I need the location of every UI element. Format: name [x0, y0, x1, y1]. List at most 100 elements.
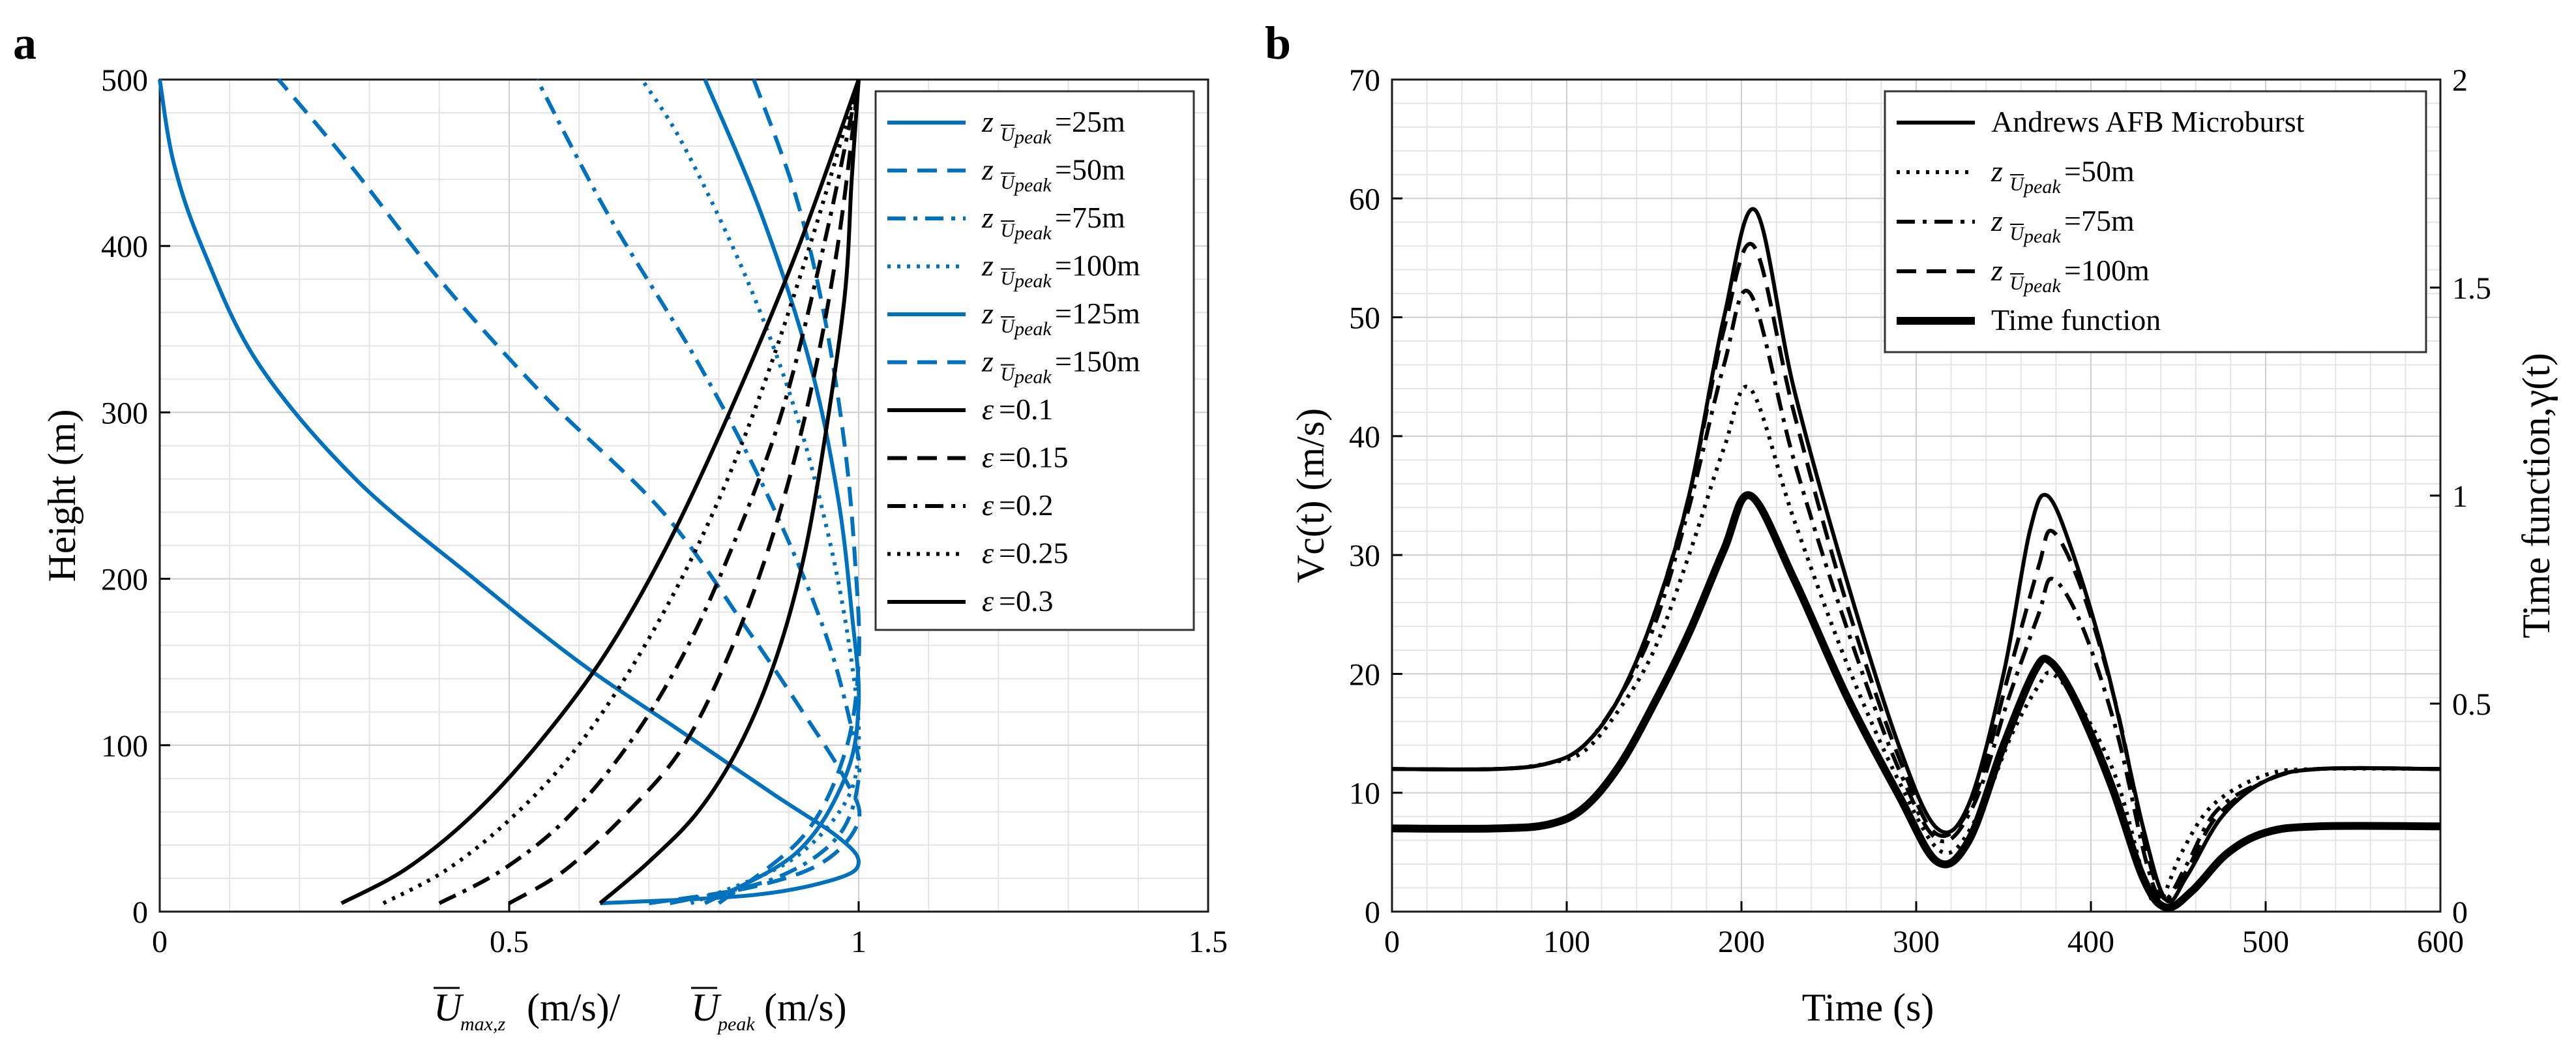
legend-label-symbol: z: [981, 345, 994, 378]
legend-label-value: =0.25: [999, 537, 1068, 570]
legend-label-value: =0.3: [999, 584, 1053, 618]
x-axis-label-subscript-2: peak: [717, 1013, 755, 1035]
y-tick-label: 0: [1365, 895, 1380, 930]
legend-label-value: =150m: [1055, 345, 1140, 378]
series-line-2: [1391, 385, 2441, 906]
legend-label-symbol: z: [1991, 204, 2003, 237]
series-line-11: [340, 78, 861, 905]
legend-label-value: =0.1: [999, 393, 1053, 426]
y-tick-label: 50: [1349, 301, 1380, 336]
x-tick-label: 0.5: [490, 925, 529, 959]
y-right-tick-label: 1.5: [2452, 271, 2491, 306]
legend-label: Time function: [1991, 303, 2161, 336]
y-tick-label: 300: [101, 396, 148, 430]
legend-entry: ε =0.2: [887, 488, 1053, 522]
series-line-9: [438, 79, 861, 905]
legend-label: Andrews AFB Microburst: [1991, 105, 2305, 138]
series-line-8: [508, 79, 861, 905]
x-axis-label: Time (s): [1802, 986, 1934, 1029]
y-tick-label: 20: [1349, 657, 1380, 692]
y-tick-label: 200: [101, 563, 148, 597]
legend-label-value: =75m: [1055, 201, 1125, 234]
legend-label-subscript: peak: [1013, 366, 1052, 388]
x-axis-label-unit-2: (m/s): [764, 986, 847, 1029]
y-right-tick-label: 2: [2452, 63, 2468, 98]
series-line-3: [535, 78, 862, 906]
legend-entry: Time function: [1897, 303, 2161, 336]
series-line-7: [599, 79, 861, 905]
legend-label-symbol: ε: [982, 393, 994, 426]
series-line-6: [717, 78, 861, 905]
legend-label-value: =100m: [2064, 254, 2150, 287]
x-tick-label: 500: [2242, 925, 2289, 959]
y-tick-label: 0: [132, 895, 148, 930]
series-line-2: [276, 78, 862, 906]
legend-entry: Andrews AFB Microburst: [1897, 105, 2305, 138]
x-tick-label: 0: [152, 925, 168, 959]
series-line-5: [1391, 491, 2441, 912]
y-tick-label: 60: [1349, 182, 1380, 216]
legend-label-value: =0.2: [999, 488, 1053, 522]
legend-label-value: =50m: [2064, 155, 2135, 188]
legend-label-symbol: z: [981, 105, 994, 138]
y-tick-label: 100: [101, 729, 148, 764]
legend-label-subscript: peak: [2022, 176, 2061, 198]
y-tick-label: 10: [1349, 777, 1380, 811]
legend-label-subscript: peak: [1013, 127, 1052, 148]
legend-label-subscript-u: U: [2008, 223, 2026, 245]
x-axis-label-unit: (m/s)/: [527, 986, 621, 1029]
y-tick-label: 500: [101, 63, 148, 98]
legend-label-symbol: ε: [982, 584, 994, 618]
legend-label-symbol: z: [981, 201, 994, 234]
plot-frame: [158, 78, 1209, 913]
legend-entry: ε =0.3: [887, 584, 1053, 618]
x-tick-label: 1: [851, 925, 866, 959]
legend-label-subscript-u: U: [999, 316, 1016, 337]
legend-entry: ε =0.1: [887, 393, 1053, 426]
y-tick-label: 40: [1349, 420, 1380, 455]
y-right-axis-label: Time function,γ(t): [2515, 353, 2558, 638]
series-lines: [158, 78, 862, 906]
legend-label-symbol: z: [981, 249, 994, 282]
panel-label-a: a: [13, 17, 37, 69]
legend-label-value: =0.15: [999, 441, 1068, 474]
legend-label-symbol: z: [981, 297, 994, 330]
plot-frame: [1391, 78, 2442, 913]
series-line-5: [703, 78, 861, 905]
legend-label-subscript: peak: [1013, 318, 1052, 340]
legend-label-symbol: z: [1991, 254, 2003, 287]
legend-label-subscript-u: U: [999, 124, 1016, 145]
y-axis-label: Vc(t) (m/s): [1289, 408, 1332, 583]
legend-label-subscript: peak: [1013, 222, 1052, 244]
y-axis-label: Height (m): [40, 410, 83, 582]
legend-label-subscript-u: U: [999, 220, 1016, 241]
series-line-10: [382, 79, 861, 905]
x-axis-label-symbol-2: U: [691, 986, 722, 1029]
legend-label-subscript-u: U: [999, 268, 1016, 290]
legend-label-subscript: peak: [1013, 175, 1052, 196]
legend-label-value: =100m: [1055, 249, 1140, 282]
series-line-3: [1391, 288, 2441, 902]
x-tick-label: 400: [2067, 925, 2114, 959]
series-lines: [1391, 207, 2441, 912]
legend-entry: ε =0.25: [887, 537, 1068, 570]
panel-b-chart: 0 100 200 300 400 500 60001020304050607000.511…: [1265, 17, 2558, 1029]
legend-label-symbol: ε: [982, 441, 994, 474]
y-right-tick-label: 0: [2452, 895, 2468, 930]
series-line-4: [1391, 242, 2441, 902]
x-tick-label: 600: [2417, 925, 2464, 959]
x-tick-label: 200: [1718, 925, 1765, 959]
legend-label-symbol: ε: [982, 488, 994, 522]
legend-label-subscript: peak: [1013, 271, 1052, 292]
y-tick-label: 30: [1349, 539, 1380, 573]
x-tick-label: 0: [1384, 925, 1400, 959]
